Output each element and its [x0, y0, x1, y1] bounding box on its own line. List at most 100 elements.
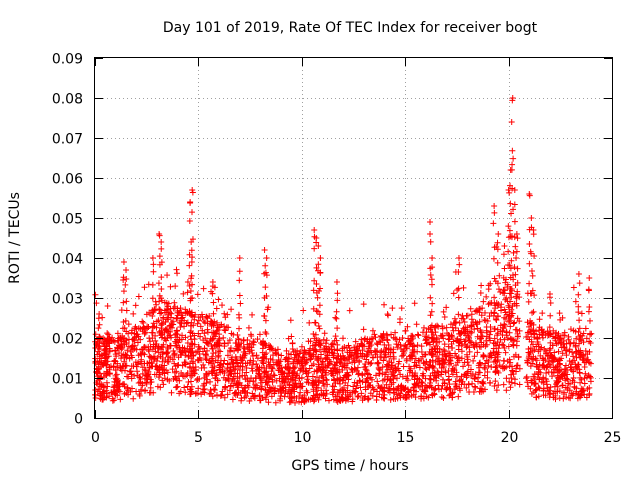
data-point [380, 357, 387, 364]
data-point [104, 353, 111, 360]
data-point [283, 373, 290, 380]
data-point [111, 357, 118, 364]
data-point [511, 319, 518, 326]
data-point [210, 299, 217, 306]
data-point [429, 264, 436, 271]
data-point [354, 393, 361, 400]
data-point [568, 363, 575, 370]
data-point [509, 336, 516, 343]
data-point [349, 398, 356, 405]
data-point [477, 305, 484, 312]
data-point [495, 369, 502, 376]
data-point [156, 232, 163, 239]
data-point [198, 311, 205, 318]
data-point [321, 330, 328, 337]
data-point [455, 311, 462, 318]
data-point [449, 394, 456, 401]
data-point [122, 317, 129, 324]
data-point [585, 287, 592, 294]
data-point [181, 317, 188, 324]
data-point [209, 319, 216, 326]
data-point [460, 284, 467, 291]
data-point [100, 395, 107, 402]
data-point [587, 330, 594, 337]
data-point [381, 341, 388, 348]
data-point [222, 384, 229, 391]
data-point [169, 366, 176, 373]
data-point [428, 276, 435, 283]
data-point [448, 341, 455, 348]
data-point [491, 310, 498, 317]
data-point [420, 324, 427, 331]
data-point [220, 374, 227, 381]
data-point [374, 378, 381, 385]
data-point [159, 358, 166, 365]
data-point [471, 353, 478, 360]
data-point [113, 375, 120, 382]
data-point [99, 396, 106, 403]
data-point [149, 281, 156, 288]
data-point [383, 363, 390, 370]
data-point [444, 330, 451, 337]
data-point [134, 359, 141, 366]
data-point [471, 374, 478, 381]
data-point [421, 351, 428, 358]
data-point [215, 296, 222, 303]
data-point [158, 320, 165, 327]
data-point [173, 368, 180, 375]
data-point [422, 333, 429, 340]
data-point [371, 331, 378, 338]
data-point [377, 349, 384, 356]
data-point [145, 368, 152, 375]
data-point [455, 354, 462, 361]
data-point [184, 383, 191, 390]
data-point [237, 357, 244, 364]
data-point [191, 316, 198, 323]
data-point [162, 318, 169, 325]
data-point [495, 382, 502, 389]
data-point [411, 300, 418, 307]
data-point [188, 322, 195, 329]
data-point [261, 351, 268, 358]
data-point [428, 322, 435, 329]
data-point [552, 366, 559, 373]
data-point [99, 361, 106, 368]
data-point [431, 372, 438, 379]
data-point [334, 347, 341, 354]
data-point [95, 325, 102, 332]
data-point [373, 393, 380, 400]
data-point [188, 388, 195, 395]
data-point [546, 324, 553, 331]
data-point [480, 298, 487, 305]
data-point [563, 340, 570, 347]
data-point [304, 376, 311, 383]
data-point [158, 239, 165, 245]
data-point [494, 313, 501, 320]
data-point [316, 311, 323, 318]
data-point [222, 327, 229, 334]
data-point [238, 395, 245, 402]
data-point [175, 373, 182, 380]
x-tick-label: 25 [604, 430, 622, 446]
data-point [355, 371, 362, 378]
data-point [309, 373, 316, 380]
data-point [214, 340, 221, 347]
data-point [155, 280, 162, 287]
data-point [174, 383, 181, 390]
data-point [468, 311, 475, 318]
data-point [311, 277, 318, 284]
data-point [249, 390, 256, 397]
data-point [224, 311, 231, 318]
data-point [171, 350, 178, 357]
data-point [510, 249, 517, 256]
data-point [573, 335, 580, 342]
data-point [527, 363, 534, 370]
data-point [380, 348, 387, 355]
data-point [533, 343, 540, 350]
data-point [315, 377, 322, 384]
data-point [326, 397, 333, 404]
data-point [429, 335, 436, 342]
data-point [525, 355, 532, 361]
data-point [115, 337, 122, 344]
data-point [245, 324, 252, 331]
